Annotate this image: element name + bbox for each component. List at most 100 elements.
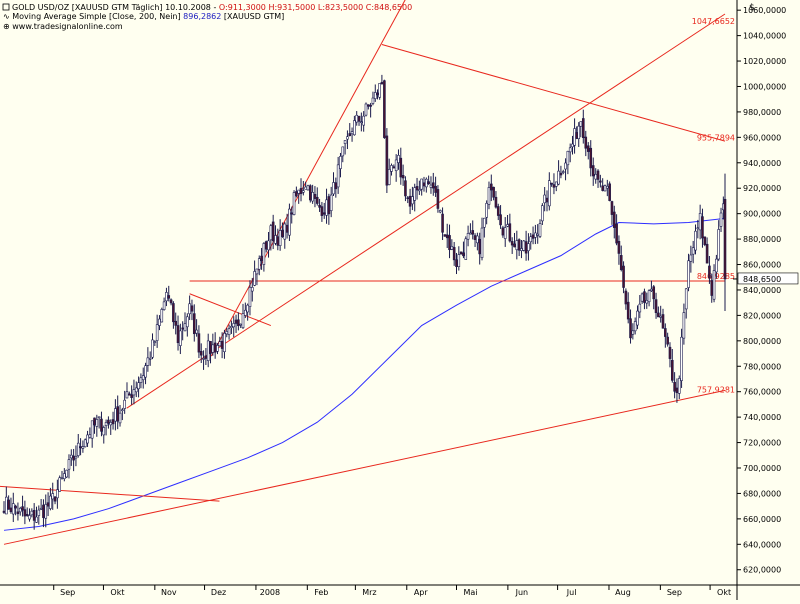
x-tick-label: 2008 xyxy=(260,588,280,597)
y-tick-label: 1060,0000 xyxy=(743,6,786,15)
candle-body xyxy=(350,131,354,135)
candle-body xyxy=(492,186,495,198)
candle-body xyxy=(406,197,410,199)
candle-body xyxy=(111,419,115,425)
candle-body xyxy=(299,188,303,194)
y-tick-label: 720,0000 xyxy=(743,439,781,448)
candle-body xyxy=(584,136,588,149)
candle-body xyxy=(708,265,711,279)
candle-body xyxy=(49,495,52,509)
candle-body xyxy=(680,336,683,381)
candle-body xyxy=(367,104,370,107)
x-tick-label: Sep xyxy=(60,588,75,597)
candle-body xyxy=(640,293,644,302)
candle-body xyxy=(232,323,236,328)
candle-body xyxy=(257,258,261,270)
trendline xyxy=(126,13,726,409)
candle-body xyxy=(320,206,324,216)
candle-body xyxy=(93,417,96,426)
x-tick-label: Sep xyxy=(667,588,682,597)
candle-body xyxy=(213,342,217,353)
candle-body xyxy=(292,192,296,215)
candle-body xyxy=(302,190,305,193)
candle-body xyxy=(313,193,317,199)
chart-header: GOLD USD/OZ [XAUUSD GTM Täglich] 10.10.2… xyxy=(2,3,412,31)
candle-body xyxy=(599,180,602,183)
candle-body xyxy=(253,271,256,286)
candle-body xyxy=(478,238,481,255)
candle-body xyxy=(267,240,270,251)
candle-body xyxy=(466,233,470,240)
candle-body xyxy=(682,312,686,339)
y-tick-label: 680,0000 xyxy=(743,489,781,498)
candle-body xyxy=(401,175,405,179)
candle-body xyxy=(455,259,458,267)
candle-body xyxy=(202,358,205,360)
candle-body xyxy=(90,420,94,439)
candle-body xyxy=(74,456,78,459)
candle-body xyxy=(190,305,194,312)
candle-body xyxy=(603,185,607,192)
candle-body xyxy=(360,121,363,124)
candle-body xyxy=(125,391,129,399)
candle-body xyxy=(508,223,512,242)
moving-average-line xyxy=(3,217,726,531)
candle-body xyxy=(494,196,498,208)
x-tick-label: Feb xyxy=(314,588,328,597)
candle-body xyxy=(276,236,280,246)
header-source[interactable]: www.tradesignalonline.com xyxy=(12,22,123,31)
candle-layer xyxy=(2,74,727,530)
candle-body xyxy=(703,236,707,245)
candle-body xyxy=(179,330,182,346)
candle-body xyxy=(661,314,665,329)
candle-body xyxy=(271,221,275,242)
candle-body xyxy=(594,174,598,180)
candle-body xyxy=(167,295,171,299)
x-tick-label: Jun xyxy=(515,588,529,597)
candle-body xyxy=(619,255,623,270)
candle-body xyxy=(123,399,126,409)
candle-body xyxy=(183,323,187,332)
candle-body xyxy=(364,103,368,116)
candle-body xyxy=(81,446,85,449)
candle-body xyxy=(76,442,80,456)
candle-body xyxy=(46,502,50,507)
candle-body xyxy=(415,186,419,191)
candle-body xyxy=(192,313,196,335)
candle-body xyxy=(705,243,709,264)
candle-body xyxy=(172,303,175,323)
y-tick-label: 780,0000 xyxy=(743,362,781,371)
candle-body xyxy=(503,227,507,239)
candle-body xyxy=(35,516,38,523)
candle-body xyxy=(72,455,75,461)
candle-body xyxy=(211,344,215,353)
candle-body xyxy=(32,509,36,521)
candle-body xyxy=(696,227,700,230)
candle-body xyxy=(5,496,8,515)
candle-body xyxy=(63,473,66,480)
candle-body xyxy=(97,416,101,419)
candle-body xyxy=(373,92,377,99)
candle-body xyxy=(510,241,514,246)
candle-body xyxy=(675,387,679,394)
candle-body xyxy=(348,133,352,137)
candle-body xyxy=(380,82,384,85)
candle-body xyxy=(288,208,291,236)
candle-body xyxy=(169,299,173,304)
candle-body xyxy=(244,309,247,316)
candle-body xyxy=(225,331,229,335)
candle-body xyxy=(601,185,604,191)
candle-body xyxy=(719,212,723,227)
candle-body xyxy=(717,229,721,260)
candle-body xyxy=(248,287,252,307)
candle-body xyxy=(174,320,178,326)
y-tick-label: 840,0000 xyxy=(743,286,781,295)
y-tick-label: 980,0000 xyxy=(743,108,781,117)
candle-body xyxy=(128,393,131,396)
candle-body xyxy=(441,213,444,233)
candle-body xyxy=(322,212,326,215)
candle-body xyxy=(668,346,672,359)
candle-body xyxy=(411,196,414,205)
candle-body xyxy=(568,147,572,153)
